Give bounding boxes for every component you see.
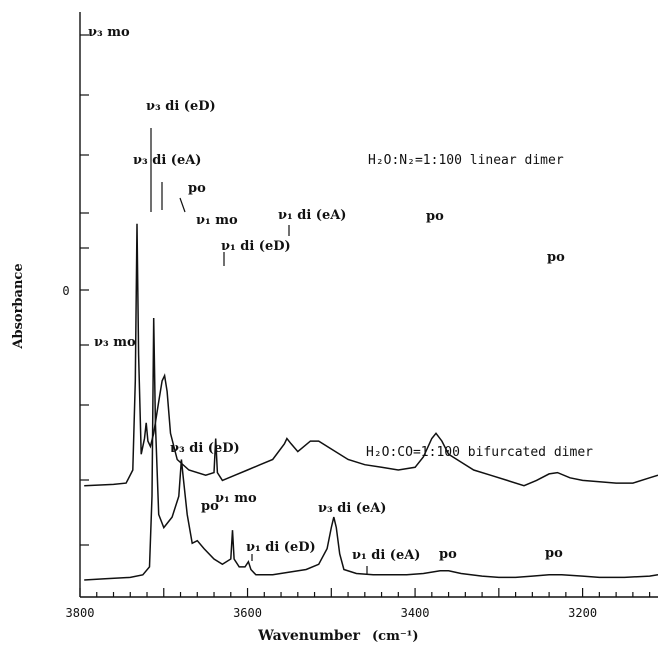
label-bottom-po-3: po [545, 546, 563, 561]
x-ticks [79, 588, 651, 597]
x-axis-unit: (cm⁻¹) [372, 629, 419, 644]
y-axis-title: Absorbance [11, 263, 26, 349]
label-top-v3-di-eD: ν₃ di (eD) [146, 99, 216, 114]
x-tick-labels: 3800 3600 3400 3200 [66, 606, 598, 620]
label-bottom-po-1: po [201, 499, 219, 514]
legend-bifurcated-dimer: H₂O:CO=1:100 bifurcated dimer [366, 445, 593, 460]
label-top-po-2: po [426, 209, 444, 224]
x-tick-label: 3400 [401, 606, 430, 620]
peak-markers-top [150, 128, 290, 266]
label-bottom-v1-mo: ν₁ mo [215, 491, 257, 506]
label-bottom-v3-mo: ν₃ mo [94, 335, 136, 350]
spectrum-line-bifurcated-dimer [84, 317, 658, 581]
peak-markers-bottom [251, 554, 368, 574]
x-tick-label: 3800 [66, 606, 95, 620]
label-top-v3-di-eA: ν₃ di (eA) [133, 153, 201, 168]
label-bottom-v1-di-eD: ν₁ di (eD) [246, 540, 316, 555]
x-tick-label: 3600 [233, 606, 262, 620]
label-top-v3-mo: ν₃ mo [88, 25, 130, 40]
label-bottom-v1-di-eA: ν₁ di (eA) [352, 548, 420, 563]
label-top-v1-di-eA: ν₁ di (eA) [278, 208, 346, 223]
y-minor-ticks [80, 34, 89, 546]
label-top-v1-mo: ν₁ mo [196, 213, 238, 228]
label-bottom-po-2: po [439, 547, 457, 562]
y-tick-label-zero: 0 [62, 284, 69, 298]
legend-linear-dimer: H₂O:N₂=1:100 linear dimer [368, 153, 564, 168]
label-top-v1-di-eD: ν₁ di (eD) [221, 239, 291, 254]
label-top-po-3: po [547, 250, 565, 265]
label-top-po-1: po [188, 181, 206, 196]
x-axis-title: Wavenumber [257, 628, 360, 644]
label-bottom-v3-di-eD: ν₃ di (eD) [170, 441, 240, 456]
spectrum-line-linear-dimer [84, 223, 658, 487]
x-tick-label: 3200 [568, 606, 597, 620]
label-bottom-v3-di-eA: ν₃ di (eA) [318, 501, 386, 516]
